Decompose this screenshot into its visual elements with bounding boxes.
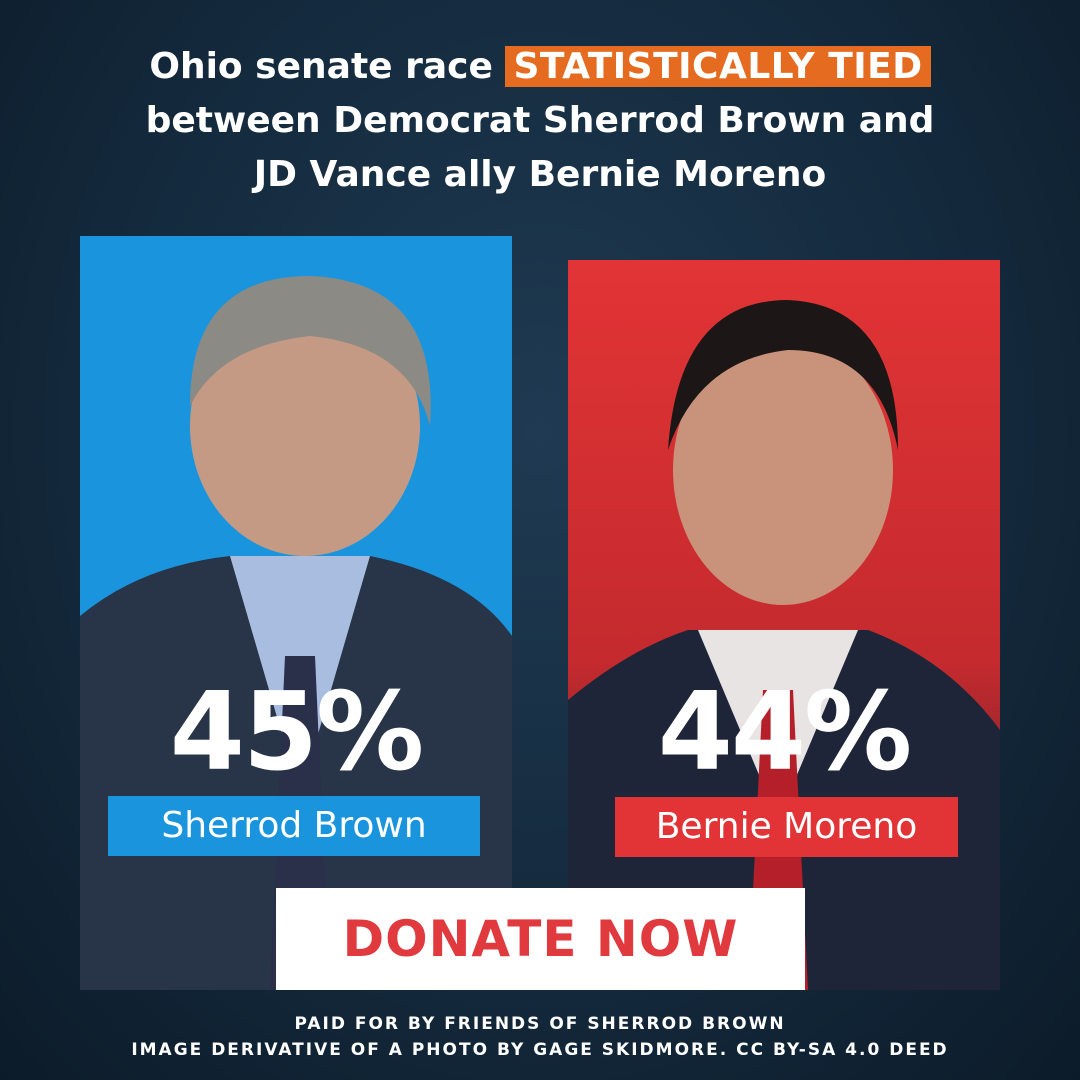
- headline-line2: between Democrat Sherrod Brown and: [145, 100, 935, 141]
- headline-line3: JD Vance ally Bernie Moreno: [253, 154, 827, 195]
- name-label: Bernie Moreno: [615, 797, 958, 857]
- footer-line: IMAGE DERIVATIVE OF A PHOTO BY GAGE SKID…: [131, 1040, 949, 1060]
- red-panel: [568, 260, 1000, 990]
- portrait: [568, 300, 1000, 990]
- donate-button[interactable]: DONATE NOW: [276, 888, 805, 990]
- blue-panel: [80, 236, 512, 990]
- name-label: Sherrod Brown: [108, 796, 480, 856]
- percent: 44%: [657, 670, 913, 795]
- footer-line: PAID FOR BY FRIENDS OF SHERROD BROWN: [294, 1014, 786, 1034]
- headline-line1: Ohio senate race STATISTICALLY TIED: [0, 40, 1080, 94]
- portrait: [80, 276, 512, 990]
- percent: 45%: [169, 670, 425, 795]
- headline-highlight: STATISTICALLY TIED: [505, 46, 931, 87]
- headline-lead: Ohio senate race: [149, 46, 493, 87]
